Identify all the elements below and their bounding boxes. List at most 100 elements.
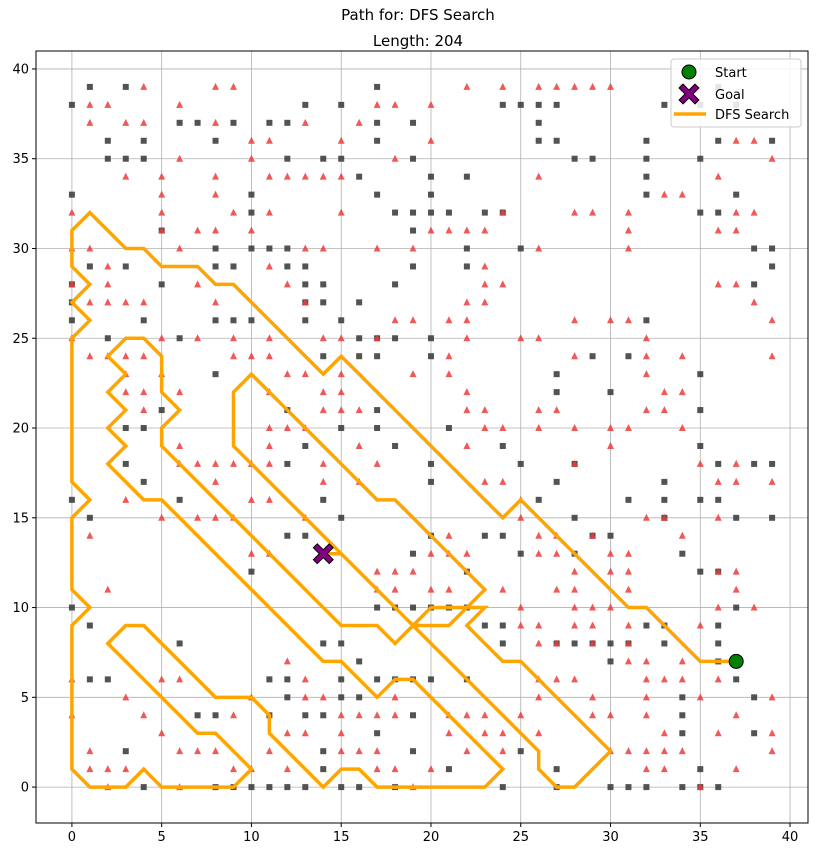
obstacle-triangle xyxy=(247,495,255,503)
obstacle-square xyxy=(374,119,381,126)
obstacle-square xyxy=(499,622,506,629)
obstacle-triangle xyxy=(409,316,417,324)
obstacle-square xyxy=(176,335,183,342)
obstacle-square xyxy=(715,460,722,467)
obstacle-square xyxy=(212,263,219,270)
obstacle-triangle xyxy=(714,567,722,575)
obstacle-square xyxy=(715,640,722,647)
obstacle-square xyxy=(302,442,309,449)
obstacle-square xyxy=(571,155,578,162)
obstacle-triangle xyxy=(140,711,148,719)
obstacle-square xyxy=(302,532,309,539)
obstacle-square xyxy=(68,496,75,503)
x-tick-label: 10 xyxy=(243,830,260,845)
obstacle-triangle xyxy=(642,334,650,342)
obstacle-triangle xyxy=(517,621,525,629)
obstacle-square xyxy=(338,101,345,108)
obstacle-square xyxy=(320,712,327,719)
obstacle-square xyxy=(463,173,470,180)
obstacle-triangle xyxy=(499,208,507,216)
obstacle-square xyxy=(248,568,255,575)
obstacle-triangle xyxy=(104,298,112,306)
obstacle-triangle xyxy=(732,567,740,575)
obstacle-triangle xyxy=(158,729,166,737)
obstacle-triangle xyxy=(463,82,471,90)
obstacle-square xyxy=(248,209,255,216)
obstacle-triangle xyxy=(481,226,489,234)
obstacle-triangle xyxy=(678,531,686,539)
obstacle-square xyxy=(302,101,309,108)
obstacle-triangle xyxy=(553,549,561,557)
obstacle-square xyxy=(212,712,219,719)
chart-title: Path for: DFS Search Length: 204 xyxy=(341,6,495,50)
obstacle-square xyxy=(661,478,668,485)
obstacle-square xyxy=(230,119,237,126)
obstacle-square xyxy=(751,730,758,737)
obstacle-triangle xyxy=(750,603,758,611)
obstacle-triangle xyxy=(86,765,94,773)
obstacle-triangle xyxy=(535,424,543,432)
obstacle-triangle xyxy=(229,352,237,360)
obstacle-triangle xyxy=(624,585,632,593)
obstacle-square xyxy=(553,389,560,396)
obstacle-square xyxy=(463,245,470,252)
obstacle-triangle xyxy=(122,118,130,126)
obstacle-triangle xyxy=(122,693,130,701)
obstacle-square xyxy=(68,101,75,108)
obstacle-square xyxy=(463,263,470,270)
y-tick-label: 20 xyxy=(12,422,29,437)
obstacle-square xyxy=(338,317,345,324)
obstacle-square xyxy=(661,640,668,647)
obstacle-triangle xyxy=(283,729,291,737)
obstacle-triangle xyxy=(427,226,435,234)
obstacle-square xyxy=(427,676,434,683)
obstacle-triangle xyxy=(212,298,220,306)
obstacle-square xyxy=(643,173,650,180)
obstacle-square xyxy=(553,766,560,773)
obstacle-square xyxy=(374,425,381,432)
dfs-path-line xyxy=(69,210,737,790)
obstacle-triangle xyxy=(337,711,345,719)
obstacle-triangle xyxy=(714,172,722,180)
obstacle-square xyxy=(338,640,345,647)
obstacle-square xyxy=(517,748,524,755)
obstacle-triangle xyxy=(535,172,543,180)
obstacle-triangle xyxy=(445,729,453,737)
obstacle-triangle xyxy=(732,459,740,467)
obstacle-square xyxy=(410,227,417,234)
obstacle-square xyxy=(374,353,381,360)
obstacle-triangle xyxy=(499,280,507,288)
chart-subtitle-text: Length: 204 xyxy=(373,32,463,50)
obstacle-square xyxy=(284,263,291,270)
obstacle-triangle xyxy=(624,567,632,575)
obstacle-triangle xyxy=(499,729,507,737)
obstacle-triangle xyxy=(373,100,381,108)
obstacle-square xyxy=(751,694,758,701)
obstacle-triangle xyxy=(140,406,148,414)
obstacle-triangle xyxy=(714,280,722,288)
obstacle-triangle xyxy=(158,675,166,683)
obstacle-triangle xyxy=(571,316,579,324)
obstacle-square xyxy=(625,353,632,360)
plot-frame xyxy=(35,50,809,824)
obstacle-triangle xyxy=(660,190,668,198)
obstacle-triangle xyxy=(176,244,184,252)
obstacle-square xyxy=(499,442,506,449)
obstacle-square xyxy=(122,460,129,467)
obstacle-triangle xyxy=(355,711,363,719)
obstacle-square xyxy=(320,640,327,647)
obstacle-triangle xyxy=(463,441,471,449)
obstacle-triangle xyxy=(553,639,561,647)
y-tick-label: 40 xyxy=(12,62,29,77)
obstacle-triangle xyxy=(571,621,579,629)
obstacle-triangle xyxy=(337,334,345,342)
obstacle-triangle xyxy=(553,82,561,90)
obstacle-triangle xyxy=(122,352,130,360)
obstacle-square xyxy=(248,245,255,252)
obstacle-triangle xyxy=(732,711,740,719)
obstacle-triangle xyxy=(265,424,273,432)
obstacle-square xyxy=(338,425,345,432)
obstacle-square xyxy=(410,748,417,755)
obstacle-square xyxy=(284,694,291,701)
obstacle-triangle xyxy=(642,711,650,719)
